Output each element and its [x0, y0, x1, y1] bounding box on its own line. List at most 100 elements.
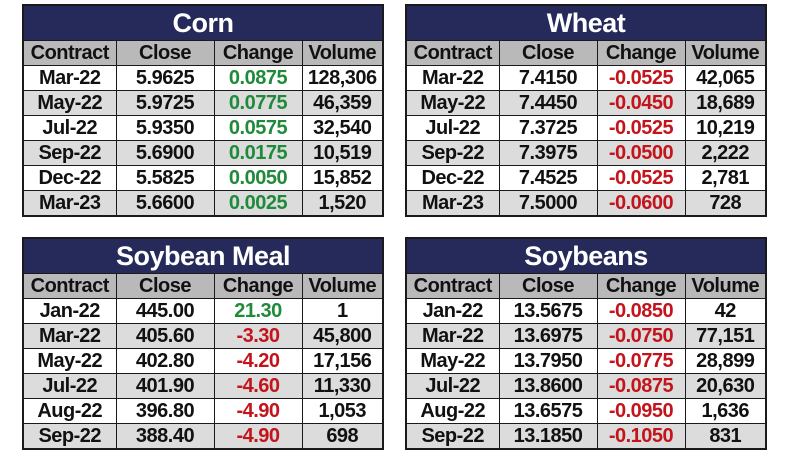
cell-volume: 728: [684, 190, 765, 215]
cell-contract: Aug-22: [407, 398, 500, 424]
cell-contract: Sep-22: [407, 140, 500, 166]
cell-volume: 28,899: [684, 348, 765, 374]
table-row: Mar-22 7.4150 -0.0525 42,065: [407, 65, 765, 91]
cell-close: 5.6900: [115, 140, 215, 166]
header-volume: Volume: [684, 41, 765, 66]
header-close: Close: [498, 274, 598, 299]
cell-volume: 46,359: [301, 90, 382, 116]
cell-close: 13.5675: [498, 298, 598, 324]
cell-volume: 15,852: [301, 165, 382, 191]
cell-change: -0.0525: [596, 115, 686, 141]
header-contract: Contract: [24, 41, 117, 66]
cell-volume: 17,156: [301, 348, 382, 374]
header-contract: Contract: [407, 274, 500, 299]
table-row: May-22 13.7950 -0.0775 28,899: [407, 348, 765, 374]
cell-contract: Jul-22: [407, 115, 500, 141]
cell-change: -0.0950: [596, 398, 686, 424]
cell-change: -0.0850: [596, 298, 686, 324]
cell-contract: Jan-22: [407, 298, 500, 324]
panel-soybean-meal: Soybean Meal Contract Close Change Volum…: [22, 237, 384, 450]
cell-change: -0.0875: [596, 373, 686, 399]
cell-contract: May-22: [407, 348, 500, 374]
cell-volume: 18,689: [684, 90, 765, 116]
header-volume: Volume: [301, 41, 382, 66]
cell-change: -4.90: [213, 423, 303, 448]
cell-contract: Mar-22: [407, 323, 500, 349]
cell-volume: 128,306: [301, 65, 382, 91]
table-row: Aug-22 13.6575 -0.0950 1,636: [407, 398, 765, 424]
cell-volume: 42: [684, 298, 765, 324]
cell-change: -3.30: [213, 323, 303, 349]
header-row: Contract Close Change Volume: [407, 41, 765, 66]
header-change: Change: [213, 274, 303, 299]
cell-change: -0.0600: [596, 190, 686, 215]
cell-change: 0.0025: [213, 190, 303, 215]
panel-title: Corn: [24, 6, 382, 41]
cell-close: 402.80: [115, 348, 215, 374]
cell-volume: 11,330: [301, 373, 382, 399]
table-row: Dec-22 5.5825 0.0050 15,852: [24, 165, 382, 191]
cell-volume: 2,781: [684, 165, 765, 191]
table-row: Sep-22 13.1850 -0.1050 831: [407, 423, 765, 448]
cell-volume: 77,151: [684, 323, 765, 349]
panel-title: Soybeans: [407, 239, 765, 274]
header-close: Close: [498, 41, 598, 66]
cell-contract: Jan-22: [24, 298, 117, 324]
cell-volume: 1: [301, 298, 382, 324]
quotes-table: Contract Close Change Volume Mar-22 7.415…: [407, 41, 765, 215]
table-row: May-22 402.80 -4.20 17,156: [24, 348, 382, 374]
table-row: Jul-22 7.3725 -0.0525 10,219: [407, 115, 765, 141]
table-row: Aug-22 396.80 -4.90 1,053: [24, 398, 382, 424]
cell-close: 5.5825: [115, 165, 215, 191]
cell-contract: May-22: [24, 348, 117, 374]
cell-close: 396.80: [115, 398, 215, 424]
cell-volume: 1,520: [301, 190, 382, 215]
cell-volume: 1,636: [684, 398, 765, 424]
cell-volume: 831: [684, 423, 765, 448]
table-row: May-22 7.4450 -0.0450 18,689: [407, 90, 765, 116]
cell-change: -0.0750: [596, 323, 686, 349]
cell-close: 7.5000: [498, 190, 598, 215]
cell-contract: Dec-22: [24, 165, 117, 191]
cell-contract: May-22: [407, 90, 500, 116]
cell-close: 388.40: [115, 423, 215, 448]
cell-contract: Jul-22: [24, 115, 117, 141]
cell-change: 0.0575: [213, 115, 303, 141]
header-contract: Contract: [24, 274, 117, 299]
cell-close: 7.4150: [498, 65, 598, 91]
cell-close: 7.4450: [498, 90, 598, 116]
cell-volume: 42,065: [684, 65, 765, 91]
cell-close: 13.6975: [498, 323, 598, 349]
cell-change: -4.90: [213, 398, 303, 424]
cell-change: -0.0525: [596, 165, 686, 191]
table-row: Mar-22 5.9625 0.0875 128,306: [24, 65, 382, 91]
cell-change: -0.0775: [596, 348, 686, 374]
table-row: Sep-22 388.40 -4.90 698: [24, 423, 382, 448]
cell-close: 13.6575: [498, 398, 598, 424]
cell-change: 21.30: [213, 298, 303, 324]
cell-volume: 2,222: [684, 140, 765, 166]
header-change: Change: [596, 274, 686, 299]
table-row: Jan-22 445.00 21.30 1: [24, 298, 382, 324]
cell-change: -0.1050: [596, 423, 686, 448]
cell-close: 405.60: [115, 323, 215, 349]
cell-close: 401.90: [115, 373, 215, 399]
table-row: Sep-22 7.3975 -0.0500 2,222: [407, 140, 765, 166]
cell-contract: Sep-22: [407, 423, 500, 448]
quotes-table: Contract Close Change Volume Jan-22 445.0…: [24, 274, 382, 448]
cell-contract: Mar-23: [407, 190, 500, 215]
panel-title: Soybean Meal: [24, 239, 382, 274]
header-close: Close: [115, 274, 215, 299]
table-row: Mar-23 7.5000 -0.0600 728: [407, 190, 765, 215]
table-row: Mar-22 405.60 -3.30 45,800: [24, 323, 382, 349]
header-row: Contract Close Change Volume: [407, 274, 765, 299]
cell-change: 0.0875: [213, 65, 303, 91]
cell-contract: Sep-22: [24, 423, 117, 448]
table-row: Jan-22 13.5675 -0.0850 42: [407, 298, 765, 324]
cell-contract: Mar-22: [24, 323, 117, 349]
table-row: Mar-22 13.6975 -0.0750 77,151: [407, 323, 765, 349]
cell-change: -0.0450: [596, 90, 686, 116]
cell-close: 13.1850: [498, 423, 598, 448]
cell-volume: 10,219: [684, 115, 765, 141]
cell-close: 7.4525: [498, 165, 598, 191]
